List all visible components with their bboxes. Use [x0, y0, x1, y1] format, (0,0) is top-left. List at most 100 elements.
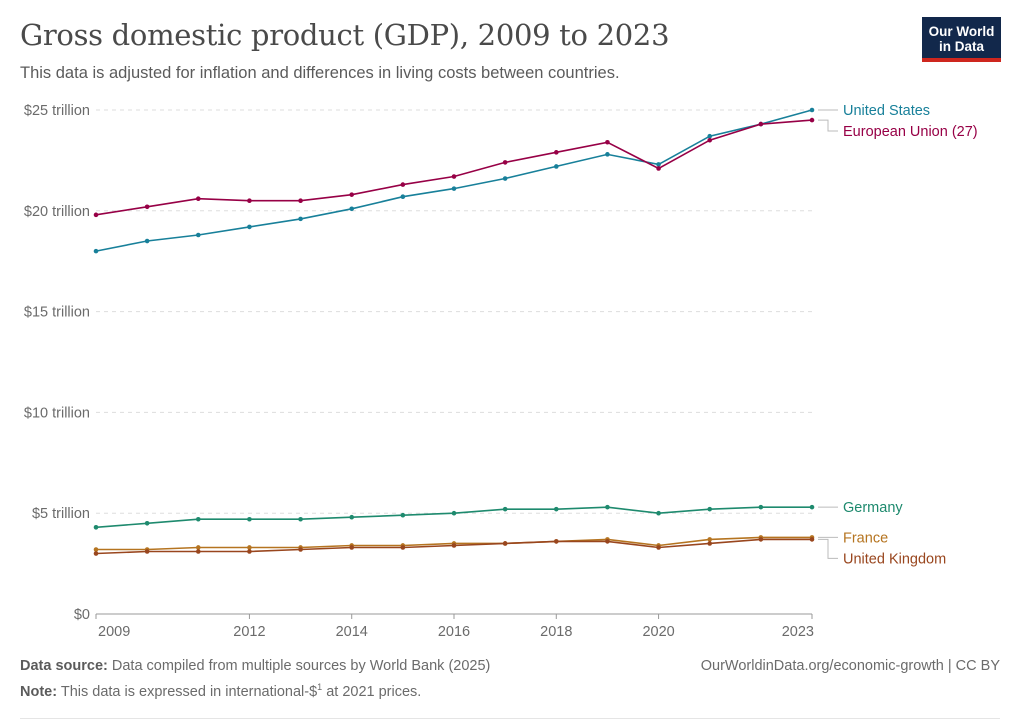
x-tick-label: 2016 [438, 624, 470, 640]
data-point-france [707, 537, 713, 542]
data-point-france [93, 547, 99, 552]
data-point-united-kingdom [195, 549, 201, 554]
data-point-united-states [502, 176, 508, 181]
data-point-germany [502, 506, 508, 512]
source-text[interactable]: Data compiled from multiple sources by W… [111, 658, 491, 674]
data-point-united-kingdom [809, 537, 815, 542]
data-point-united-states [400, 194, 406, 199]
note-label: Note: [20, 683, 58, 700]
logo-line-1: Our World [928, 24, 995, 39]
data-point-united-states [451, 186, 457, 191]
x-tick-label: 2009 [98, 624, 130, 640]
x-axis: 2009 2012 2014 2016 2018 2020 2023 [95, 613, 814, 640]
series-line-united-states [95, 109, 813, 252]
series-label-france: France [843, 530, 888, 546]
x-tick-label: 2018 [540, 624, 572, 640]
line-chart: $0 $5 trillion $10 trillion $15 trillion $20… [24, 103, 978, 640]
data-point-germany [93, 525, 99, 530]
data-point-european-union-27 [502, 160, 508, 165]
data-point-united-kingdom [656, 545, 661, 550]
series-label-european-union-27: European Union (27) [843, 124, 978, 140]
note: Note: This data is expressed in internat… [20, 682, 421, 700]
data-point-european-union-27 [144, 204, 150, 210]
data-point-united-states [553, 164, 559, 169]
data-point-germany [298, 516, 303, 522]
data-point-united-states [144, 238, 150, 244]
data-point-european-union-27 [605, 139, 610, 145]
data-point-united-states [349, 206, 355, 212]
x-tick-label: 2012 [233, 624, 265, 640]
y-tick-label: $0 [74, 607, 90, 623]
series-label-united-kingdom: United Kingdom [843, 551, 946, 567]
data-point-germany [247, 516, 252, 522]
label-connector-united-kingdom [818, 538, 838, 559]
x-tick-label: 2014 [336, 624, 368, 640]
data-point-united-kingdom [758, 537, 764, 542]
series-line-european-union-27 [95, 119, 813, 216]
data-point-germany [605, 504, 610, 510]
data-point-european-union-27 [553, 150, 559, 155]
data-source: Data source: Data compiled from multiple… [20, 658, 490, 674]
data-point-united-kingdom [451, 543, 457, 548]
data-point-european-union-27 [349, 192, 355, 197]
source-label: Data source: [20, 658, 108, 674]
data-point-germany [451, 510, 457, 516]
data-point-germany [553, 506, 559, 512]
data-point-united-kingdom [553, 539, 559, 544]
data-point-germany [400, 512, 406, 518]
y-tick-label: $20 trillion [24, 204, 90, 220]
data-point-united-states [707, 133, 713, 139]
data-point-germany [195, 516, 201, 522]
data-point-united-kingdom [144, 549, 150, 554]
data-point-united-kingdom [298, 547, 303, 552]
data-point-united-states [605, 152, 610, 157]
data-point-united-kingdom [502, 541, 508, 546]
data-point-germany [144, 520, 150, 526]
owid-logo[interactable]: Our World in Data [922, 17, 1001, 62]
data-point-european-union-27 [809, 117, 815, 123]
series-labels: United States European Union (27) Germany F… [818, 103, 978, 567]
y-tick-label: $10 trillion [24, 405, 90, 421]
data-point-germany [656, 510, 661, 516]
data-point-united-states [93, 248, 99, 254]
data-point-european-union-27 [451, 174, 457, 179]
data-point-germany [349, 514, 355, 520]
data-point-united-states [247, 224, 252, 230]
series-line-germany [95, 506, 812, 529]
data-point-united-kingdom [707, 541, 713, 546]
y-axis-ticks: $0 $5 trillion $10 trillion $15 trillion $20… [24, 103, 90, 623]
data-point-european-union-27 [93, 212, 99, 218]
data-point-germany [707, 506, 713, 512]
label-connector-european-union-27 [818, 119, 838, 132]
data-point-european-union-27 [247, 198, 252, 204]
data-point-germany [758, 504, 764, 510]
owid-link[interactable]: OurWorldinData.org/economic-growth | CC … [700, 658, 1000, 674]
data-point-united-states [298, 216, 303, 222]
data-point-european-union-27 [400, 182, 406, 187]
y-tick-label: $15 trillion [24, 305, 90, 321]
x-tick-label: 2020 [642, 624, 674, 640]
series-label-united-states: United States [843, 103, 930, 119]
data-point-united-kingdom [349, 545, 355, 550]
data-point-united-kingdom [400, 545, 406, 550]
note-footnote-marker[interactable]: 1 [317, 682, 323, 692]
data-point-european-union-27 [298, 198, 303, 204]
data-point-germany [809, 504, 815, 510]
y-tick-label: $25 trillion [24, 103, 90, 119]
data-point-european-union-27 [707, 137, 713, 143]
data-point-united-states [809, 107, 815, 113]
footer-divider [20, 718, 1000, 719]
x-tick-label: 2023 [782, 624, 814, 640]
data-point-united-states [656, 162, 661, 167]
series-lines [93, 107, 815, 556]
data-point-united-kingdom [93, 551, 99, 556]
note-text: This data is expressed in international-… [60, 683, 318, 700]
data-point-united-kingdom [247, 549, 252, 554]
chart-title: Gross domestic product (GDP), 2009 to 20… [20, 18, 670, 52]
data-point-european-union-27 [195, 196, 201, 202]
chart-subtitle: This data is adjusted for inflation and … [20, 64, 620, 82]
logo-line-2: in Data [938, 39, 984, 54]
data-point-european-union-27 [656, 166, 661, 171]
note-tail: at 2021 prices. [326, 683, 422, 700]
y-tick-label: $5 trillion [32, 506, 90, 522]
